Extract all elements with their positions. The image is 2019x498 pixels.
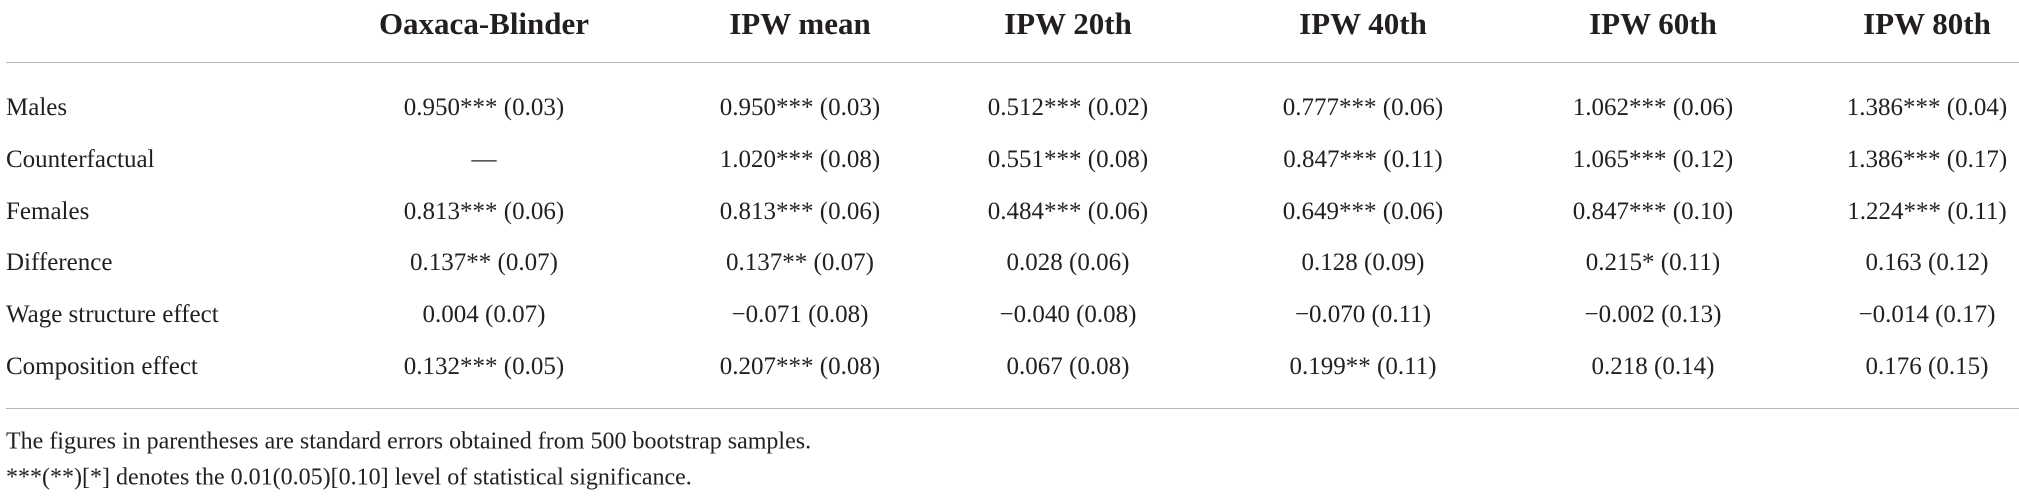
cell: 0.176 (0.15) xyxy=(1865,353,1989,380)
cell: 0.137** (0.07) xyxy=(410,249,558,277)
cell: 1.065*** (0.12) xyxy=(1572,145,1734,173)
column-header: Oaxaca-Blinder xyxy=(378,6,590,41)
cell: 0.207*** (0.08) xyxy=(719,353,881,380)
cell: 0.777*** (0.06) xyxy=(1282,94,1444,121)
cell: 1.020*** (0.08) xyxy=(719,145,881,173)
cell: 0.137** (0.07) xyxy=(726,249,874,277)
cell: 0.218 (0.14) xyxy=(1591,353,1715,380)
cell: −0.014 (0.17) xyxy=(1858,301,1996,329)
cell: 1.386*** (0.04) xyxy=(1846,94,2008,121)
cell: 0.484*** (0.06) xyxy=(987,197,1149,225)
cell: 0.163 (0.12) xyxy=(1865,249,1989,277)
row-label: Males xyxy=(6,94,68,121)
cell: 1.386*** (0.17) xyxy=(1846,145,2008,173)
cell: 0.847*** (0.10) xyxy=(1572,197,1734,225)
cell: −0.070 (0.11) xyxy=(1294,301,1432,329)
column-header: IPW 20th xyxy=(1004,6,1132,41)
cell: 0.649*** (0.06) xyxy=(1282,197,1444,225)
cell: −0.071 (0.08) xyxy=(731,301,869,329)
bottom-rule xyxy=(6,408,2019,409)
cell: 0.950*** (0.03) xyxy=(719,94,881,121)
cell: 0.199** (0.11) xyxy=(1289,353,1437,380)
cell: 0.950*** (0.03) xyxy=(403,94,565,121)
cell: 0.067 (0.08) xyxy=(1006,353,1130,380)
footnote: ***(**)[*] denotes the 0.01(0.05)[0.10] … xyxy=(6,464,692,491)
cell: 0.847*** (0.11) xyxy=(1283,145,1443,173)
cell: 0.551*** (0.08) xyxy=(987,145,1149,173)
cell: −0.040 (0.08) xyxy=(999,301,1137,329)
cell: 0.028 (0.06) xyxy=(1006,249,1130,277)
column-header: IPW 60th xyxy=(1589,6,1717,41)
cell: 0.813*** (0.06) xyxy=(403,197,565,225)
row-label: Females xyxy=(6,197,90,225)
cell: 0.132*** (0.05) xyxy=(403,353,565,380)
cell: 1.062*** (0.06) xyxy=(1572,94,1734,121)
cell: −0.002 (0.13) xyxy=(1584,301,1722,329)
cell: 0.512*** (0.02) xyxy=(987,94,1149,121)
row-label: Difference xyxy=(6,249,113,277)
column-header: IPW 80th xyxy=(1863,6,1991,41)
row-label: Composition effect xyxy=(6,353,198,380)
row-label: Wage structure effect xyxy=(6,301,219,329)
cell: — xyxy=(471,145,497,173)
footnote: The figures in parentheses are standard … xyxy=(6,428,812,455)
cell: 1.224*** (0.11) xyxy=(1847,197,2007,225)
column-header: IPW 40th xyxy=(1299,6,1427,41)
header-rule xyxy=(6,62,2019,63)
cell: 0.215* (0.11) xyxy=(1585,249,1721,277)
cell: 0.128 (0.09) xyxy=(1301,249,1425,277)
cell: 0.004 (0.07) xyxy=(422,301,546,329)
row-label: Counterfactual xyxy=(6,145,155,173)
column-header: IPW mean xyxy=(729,6,871,41)
cell: 0.813*** (0.06) xyxy=(719,197,881,225)
